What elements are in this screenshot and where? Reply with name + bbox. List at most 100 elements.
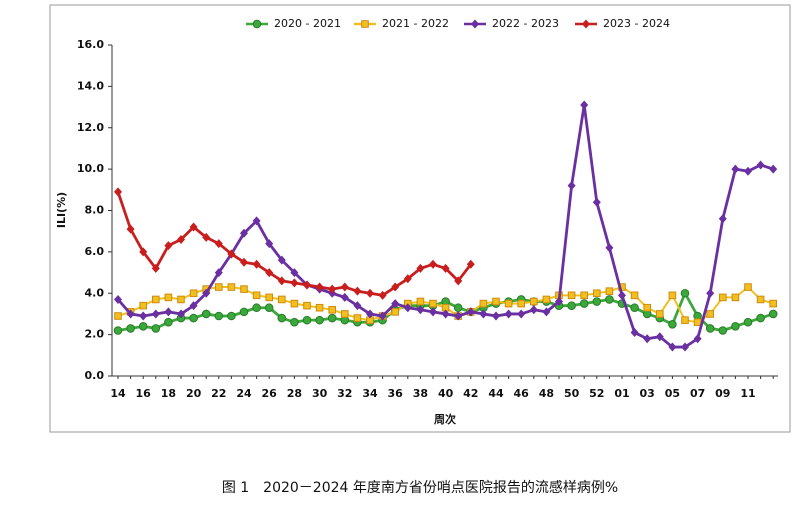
data-point bbox=[265, 239, 274, 249]
y-tick-label: 14.0 bbox=[77, 79, 104, 92]
chart-frame bbox=[49, 4, 791, 433]
data-point bbox=[327, 313, 337, 323]
x-tick-label: 11 bbox=[740, 387, 755, 400]
x-tick-label: 46 bbox=[514, 387, 530, 400]
x-tick-label: 03 bbox=[640, 387, 655, 400]
data-point bbox=[265, 268, 274, 278]
data-point bbox=[630, 291, 639, 300]
data-point bbox=[630, 303, 639, 313]
data-point bbox=[328, 306, 336, 314]
x-tick-label: 22 bbox=[211, 387, 226, 400]
data-point bbox=[391, 299, 400, 309]
data-point bbox=[504, 309, 513, 319]
legend-marker bbox=[582, 19, 590, 29]
x-tick-label: 48 bbox=[539, 387, 554, 400]
data-point bbox=[239, 307, 249, 317]
data-point bbox=[264, 303, 274, 313]
data-point bbox=[340, 282, 349, 292]
x-tick-label: 20 bbox=[186, 387, 202, 400]
data-point bbox=[429, 307, 437, 317]
data-point bbox=[580, 291, 589, 300]
data-point bbox=[177, 295, 185, 304]
data-point bbox=[580, 100, 589, 110]
x-tick-label: 38 bbox=[413, 387, 428, 400]
data-point bbox=[605, 243, 614, 253]
data-point bbox=[252, 303, 261, 313]
x-tick-label: 52 bbox=[589, 387, 604, 400]
data-point bbox=[202, 232, 211, 242]
data-point bbox=[593, 289, 601, 298]
data-point bbox=[517, 309, 526, 319]
data-point bbox=[240, 285, 248, 293]
data-point bbox=[718, 214, 727, 224]
x-tick-label: 34 bbox=[362, 387, 378, 400]
data-point bbox=[366, 288, 374, 298]
legend-marker bbox=[252, 19, 262, 29]
data-point bbox=[126, 224, 135, 234]
legend-label: 2022 - 2023 bbox=[492, 17, 559, 30]
data-point bbox=[567, 181, 576, 191]
data-point bbox=[277, 255, 286, 265]
data-point bbox=[227, 311, 236, 321]
data-point bbox=[441, 309, 450, 319]
data-point bbox=[139, 247, 148, 257]
data-point bbox=[744, 283, 752, 291]
data-point bbox=[139, 311, 148, 321]
x-tick-label: 40 bbox=[438, 387, 454, 400]
x-tick-label: 50 bbox=[564, 387, 580, 400]
data-point bbox=[731, 293, 740, 302]
data-point bbox=[126, 309, 135, 319]
y-tick-label: 0.0 bbox=[85, 369, 105, 382]
data-point bbox=[151, 309, 160, 319]
data-point bbox=[113, 326, 123, 335]
data-point bbox=[768, 309, 778, 319]
data-point bbox=[681, 342, 689, 352]
data-point bbox=[164, 241, 173, 251]
data-point bbox=[567, 301, 576, 310]
data-point bbox=[542, 295, 551, 304]
y-tick-label: 4.0 bbox=[85, 286, 105, 299]
data-point bbox=[315, 303, 324, 312]
data-point bbox=[302, 315, 312, 325]
data-point bbox=[643, 334, 652, 344]
data-point bbox=[743, 317, 753, 327]
data-point bbox=[731, 164, 740, 174]
data-point bbox=[680, 288, 690, 298]
data-point bbox=[126, 324, 135, 333]
data-point bbox=[315, 315, 324, 325]
y-tick-label: 16.0 bbox=[77, 38, 104, 51]
y-tick-label: 2.0 bbox=[85, 328, 105, 341]
data-point bbox=[177, 234, 185, 244]
data-point bbox=[152, 295, 160, 304]
data-point bbox=[378, 290, 387, 300]
data-point bbox=[567, 291, 576, 300]
data-point bbox=[492, 311, 500, 321]
data-point bbox=[453, 303, 463, 313]
x-tick-label: 09 bbox=[715, 387, 730, 400]
data-point bbox=[240, 228, 248, 238]
data-point bbox=[403, 303, 412, 313]
y-axis-label: ILI(%) bbox=[55, 192, 68, 228]
data-point bbox=[151, 324, 161, 333]
data-point bbox=[681, 316, 689, 324]
legend-label: 2020 - 2021 bbox=[274, 17, 341, 30]
data-point bbox=[391, 282, 400, 292]
x-tick-label: 24 bbox=[236, 387, 252, 400]
data-point bbox=[227, 249, 236, 259]
data-point bbox=[643, 303, 652, 312]
data-point bbox=[214, 311, 224, 321]
data-point bbox=[378, 311, 387, 321]
data-point bbox=[114, 187, 122, 197]
x-axis-label: 周次 bbox=[434, 412, 456, 426]
data-point bbox=[139, 301, 147, 310]
data-point bbox=[466, 259, 475, 269]
y-tick-label: 8.0 bbox=[85, 204, 105, 217]
data-point bbox=[240, 257, 248, 267]
data-point bbox=[756, 313, 765, 323]
data-point bbox=[353, 286, 362, 296]
y-tick-label: 12.0 bbox=[77, 121, 104, 134]
data-point bbox=[189, 289, 198, 298]
data-point bbox=[744, 166, 752, 176]
data-point bbox=[718, 326, 728, 335]
x-tick-label: 26 bbox=[262, 387, 278, 400]
